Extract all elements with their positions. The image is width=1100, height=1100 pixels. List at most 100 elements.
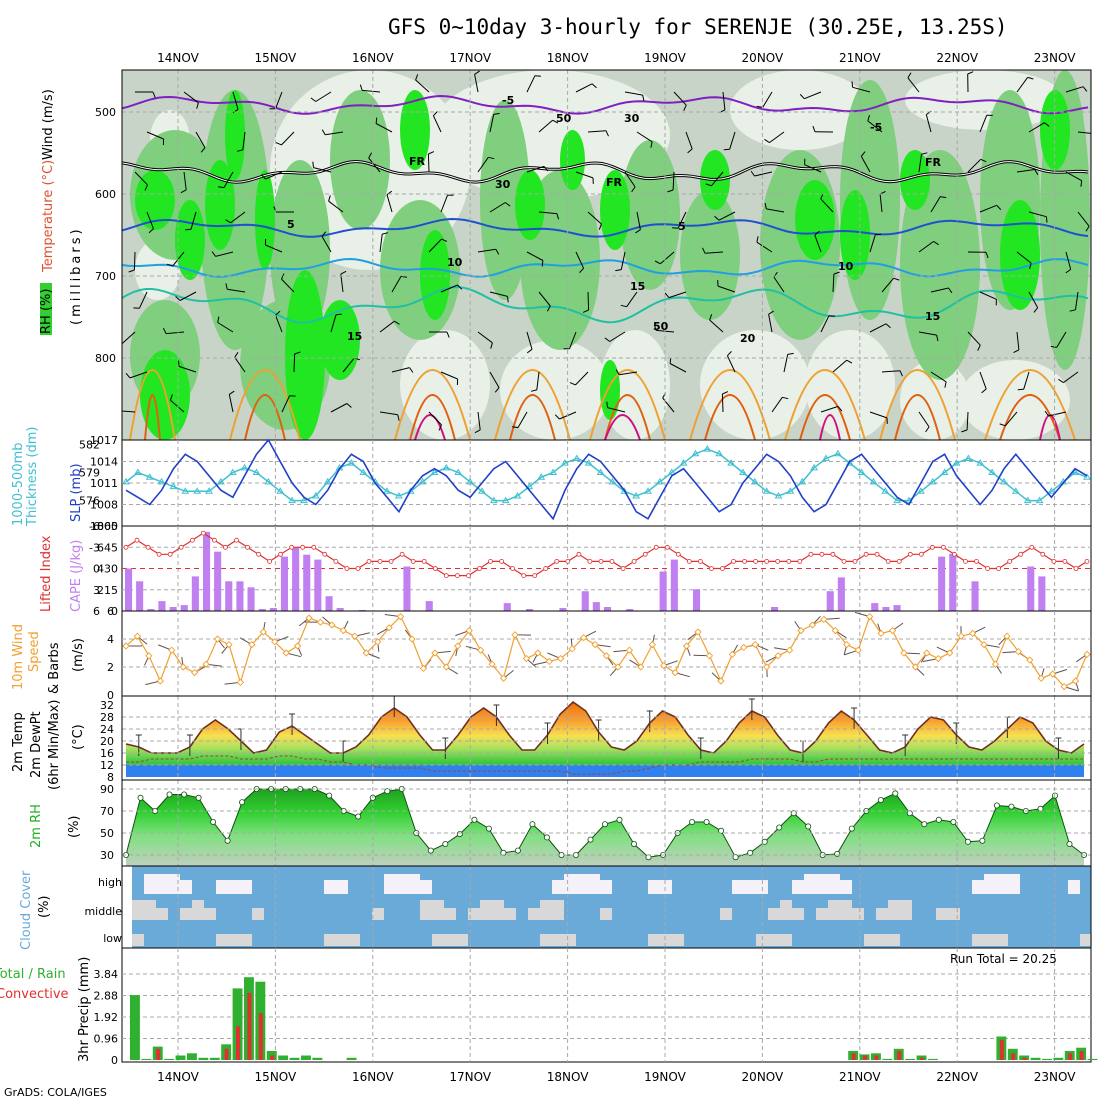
- y-tick-label: 500: [95, 106, 116, 119]
- contour-label: FR: [606, 176, 623, 189]
- top-date-label: 14NOV: [157, 51, 199, 65]
- page-title: GFS 0~10day 3-hourly for SERENJE (30.25E…: [388, 15, 1008, 39]
- wind-barb: [773, 276, 785, 293]
- cape-bar: [247, 587, 255, 611]
- rh-marker: [471, 816, 478, 823]
- wind-barb-flag: [1069, 309, 1076, 312]
- wind-barb-flag: [579, 267, 584, 273]
- rh-marker: [181, 791, 188, 798]
- wind-speed-marker: [1083, 650, 1091, 659]
- wind-speed-path: [125, 615, 1088, 688]
- cloud-middle-block: [252, 908, 264, 920]
- thickness-marker: [572, 454, 581, 461]
- wind-barb: [930, 371, 947, 383]
- cloud-middle-block: [900, 900, 912, 920]
- lifted-index-marker: [278, 551, 284, 557]
- rh-marker: [935, 816, 942, 823]
- wind-barb: [517, 411, 528, 428]
- wind-barb-flag: [764, 138, 770, 144]
- wind-barb-flag: [828, 315, 835, 317]
- temp-ylabel-3: (6hr Min/Max): [47, 700, 62, 790]
- cape-bar: [971, 581, 979, 611]
- upper-ylabel-wind: Wind (m/s): [41, 89, 56, 160]
- bottom-date-label: 19NOV: [644, 1070, 686, 1084]
- wind-barb: [489, 371, 500, 388]
- cloud-high-block: [420, 880, 432, 894]
- wind-barb: [979, 204, 997, 213]
- rh-marker: [689, 819, 696, 826]
- bottom-date-label: 22NOV: [936, 1070, 978, 1084]
- cape-bar: [893, 605, 901, 611]
- wind-barb: [391, 367, 410, 373]
- wind-speed-marker: [156, 677, 164, 685]
- cape-bar: [1038, 576, 1046, 611]
- slp-lines: [122, 438, 1091, 521]
- cloud-low-block: [228, 934, 240, 946]
- rh-saturated-region: [560, 130, 585, 190]
- cape-bar: [158, 601, 166, 611]
- wind-barb-flag: [709, 314, 713, 321]
- wind-speed-marker: [774, 652, 782, 660]
- wind-barb: [609, 331, 626, 342]
- cloud-high-block: [744, 880, 756, 894]
- wind-barb-flag: [556, 213, 560, 220]
- cloud-low-block: [996, 934, 1008, 946]
- wind-barb: [756, 241, 773, 253]
- cloud-low-block: [456, 934, 468, 946]
- wind-barb-flag: [441, 238, 448, 242]
- wind-speed-marker: [133, 632, 142, 640]
- cloud-high-block: [588, 874, 600, 894]
- y-tick-label: 215: [97, 584, 118, 597]
- lifted-index-marker: [874, 551, 880, 557]
- precip-convective-bar: [863, 1055, 867, 1060]
- temp-ylabel-unit: (°C): [71, 724, 86, 750]
- wind-barb-flag: [321, 129, 326, 136]
- cape-bar: [203, 531, 211, 611]
- wind-ticks: 6 4 2 0: [107, 605, 114, 702]
- wind-speed-marker: [946, 649, 954, 657]
- cape-ylabel-li: Lifted Index: [39, 535, 54, 612]
- wind-barb-flag: [893, 277, 900, 281]
- contour-25: [604, 394, 651, 440]
- wind-barb: [1016, 331, 1020, 350]
- wind-barb: [315, 91, 332, 102]
- wind-barb: [440, 371, 458, 380]
- cape-bar: [826, 591, 834, 611]
- thickness-marker: [893, 496, 902, 504]
- wind-speed-marker: [854, 646, 862, 654]
- lifted-index-marker: [432, 566, 438, 571]
- upper-air-panel: 500 600 700 800 -5 -5 FR FR FR 5 5 10 10 15 15 15 20 50 3…: [39, 69, 1092, 441]
- wind-barb: [1075, 291, 1079, 310]
- wind-barb-flag: [116, 341, 121, 344]
- wind-barb-flag: [981, 388, 987, 394]
- wind-barb-flag: [1034, 169, 1039, 175]
- precip-convective-bar: [270, 1055, 275, 1060]
- wind-barb: [766, 208, 785, 213]
- lifted-index-marker: [609, 559, 615, 564]
- rh-marker: [602, 821, 609, 828]
- wind-barb-flag: [598, 223, 602, 230]
- wind-barb-flag: [605, 130, 609, 137]
- wind-barb: [587, 130, 607, 133]
- cloud-high-block: [840, 880, 852, 894]
- wind-barb-flag: [672, 227, 679, 229]
- cape-bar: [425, 601, 433, 611]
- y-tick-label: 800: [95, 352, 116, 365]
- contour-20: [784, 369, 866, 440]
- wind-speed-marker: [1037, 674, 1045, 682]
- wind-barb: [1048, 411, 1067, 417]
- precip-grid: [122, 948, 1091, 1062]
- cape-bar: [125, 568, 133, 611]
- precip-ylabel-unit: 3hr Precip (mm): [77, 957, 92, 1062]
- wind-speed-line: [122, 611, 1091, 692]
- cloud-ylabel-unit: (%): [37, 896, 52, 919]
- wind-barb-flag: [961, 429, 968, 433]
- wind-barb: [673, 91, 687, 106]
- lifted-index-line: [123, 530, 1090, 578]
- contour-20: [494, 369, 571, 440]
- wind-speed-marker: [591, 640, 599, 649]
- cloud-high-block: [396, 874, 408, 894]
- rh-marker: [514, 847, 521, 854]
- thickness-marker: [1000, 477, 1008, 485]
- cloud-middle-block: [144, 900, 156, 920]
